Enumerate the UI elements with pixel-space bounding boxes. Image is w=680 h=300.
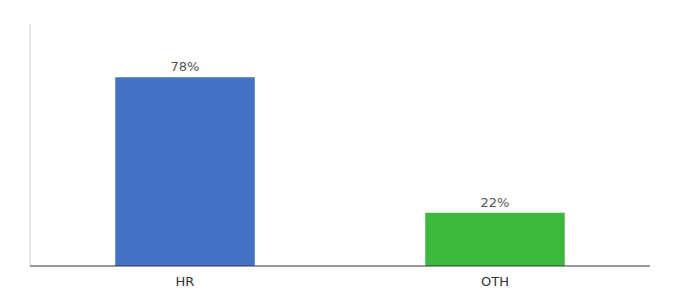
x-tick-label: HR <box>176 274 195 289</box>
x-axis-line <box>30 266 650 267</box>
bar <box>115 77 255 266</box>
y-axis-line <box>30 24 31 266</box>
data-label: 78% <box>171 59 200 74</box>
chart: 78% 22% HR OTH <box>0 0 680 300</box>
x-tick-label: OTH <box>481 274 509 289</box>
chart-container: 78% 22% HR OTH <box>0 0 680 300</box>
bar <box>425 213 565 266</box>
data-label: 22% <box>481 195 510 210</box>
bars <box>115 77 565 266</box>
